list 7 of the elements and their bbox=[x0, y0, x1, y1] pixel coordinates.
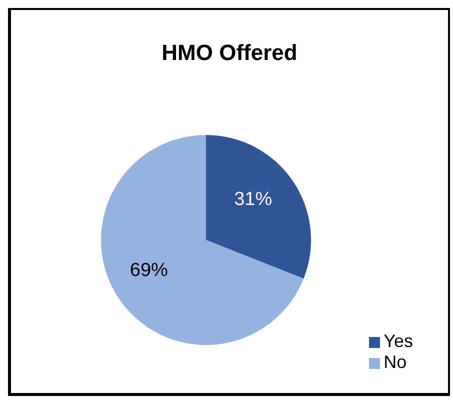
chart-title: HMO Offered bbox=[160, 40, 298, 66]
pie-slice bbox=[101, 135, 304, 345]
pie-slice bbox=[206, 135, 311, 279]
legend-label: Yes bbox=[384, 331, 413, 351]
legend-label: No bbox=[384, 352, 407, 372]
data-label: 31% bbox=[234, 189, 272, 210]
data-label: 69% bbox=[130, 260, 168, 281]
